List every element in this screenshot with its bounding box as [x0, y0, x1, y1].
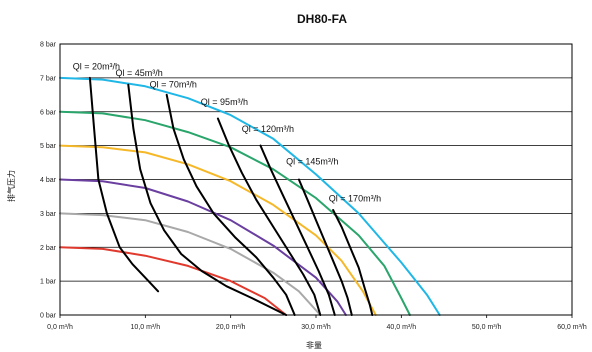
flow-line [332, 209, 374, 316]
y-axis-label: 排气压力 [6, 170, 16, 202]
flow-annotation: Ql = 20m³/h [73, 61, 120, 71]
x-tick-label: 40,0 m³/h [387, 324, 417, 331]
y-tick-label: 6 bar [40, 109, 57, 116]
plot-frame [59, 43, 573, 316]
flow-annotations: Ql = 20m³/hQl = 45m³/hQl = 70m³/h Ql = 95… [73, 61, 381, 203]
flow-annotation: Ql = 145m³/h [286, 156, 338, 166]
x-tick-label: 60,0 m³/h [557, 324, 587, 331]
pressure-curves [59, 76, 441, 316]
y-tick-label: 0 bar [40, 313, 57, 320]
flow-line [127, 83, 288, 316]
y-tick-label: 1 bar [40, 279, 57, 286]
pressure-curve [59, 110, 411, 316]
pressure-curve [59, 144, 377, 316]
y-tick-label: 2 bar [40, 245, 57, 252]
x-tick-label: 0,0 m³/h [47, 324, 73, 331]
flow-line [259, 144, 336, 316]
flow-annotation: Ql = 70m³/h [150, 79, 197, 89]
grid [59, 77, 573, 318]
x-tick-label: 10,0 m³/h [131, 324, 161, 331]
x-tick-label: 30,0 m³/h [301, 324, 331, 331]
flow-line [165, 93, 296, 316]
flow-annotation: Ql = 170m³/h [329, 194, 381, 204]
x-tick-label: 50,0 m³/h [472, 324, 502, 331]
chart-title: DH80-FA [297, 12, 347, 26]
x-tick-labels: 0,0 m³/h 10,0 m³/h 20,0 m³/h 30,0 m³/h 40,0 … [47, 324, 587, 331]
flow-lines [88, 76, 374, 316]
y-tick-label: 4 bar [40, 177, 57, 184]
flow-line [88, 76, 160, 293]
pressure-curve [59, 246, 288, 316]
y-tick-labels: 0 bar 1 bar 2 bar 3 bar 4 bar 5 bar 6 bar 7 bar… [40, 42, 57, 320]
y-tick-label: 5 bar [40, 143, 57, 150]
flow-annotation: Ql = 45m³/h [115, 68, 162, 78]
pressure-curve [59, 212, 322, 316]
x-axis-label: 非量 [306, 340, 322, 350]
y-tick-label: 3 bar [40, 211, 57, 218]
y-tick-label: 7 bar [40, 75, 57, 82]
flow-annotation: Ql = 95m³/h [201, 97, 248, 107]
flow-annotation: Ql = 120m³/h [242, 124, 294, 134]
y-tick-label: 8 bar [40, 42, 57, 49]
x-tick-label: 20,0 m³/h [216, 324, 246, 331]
flow-line [216, 117, 322, 316]
pressure-curve [59, 76, 441, 316]
flow-line [297, 178, 353, 316]
pressure-curve [59, 178, 347, 316]
